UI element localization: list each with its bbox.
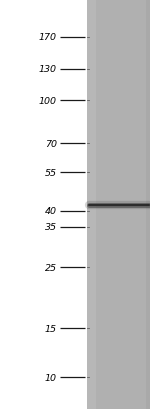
Text: 25: 25 [45,263,57,272]
Text: 70: 70 [45,139,57,148]
Text: 100: 100 [39,97,57,106]
Bar [146,0,150,409]
Text: 10: 10 [45,373,57,382]
Text: 170: 170 [39,33,57,42]
Text: 40: 40 [45,207,57,216]
Text: 55: 55 [45,169,57,178]
Text: 15: 15 [45,324,57,333]
Bar [87,0,150,409]
Text: 35: 35 [45,222,57,231]
Text: 130: 130 [39,65,57,74]
Bar [87,0,96,409]
